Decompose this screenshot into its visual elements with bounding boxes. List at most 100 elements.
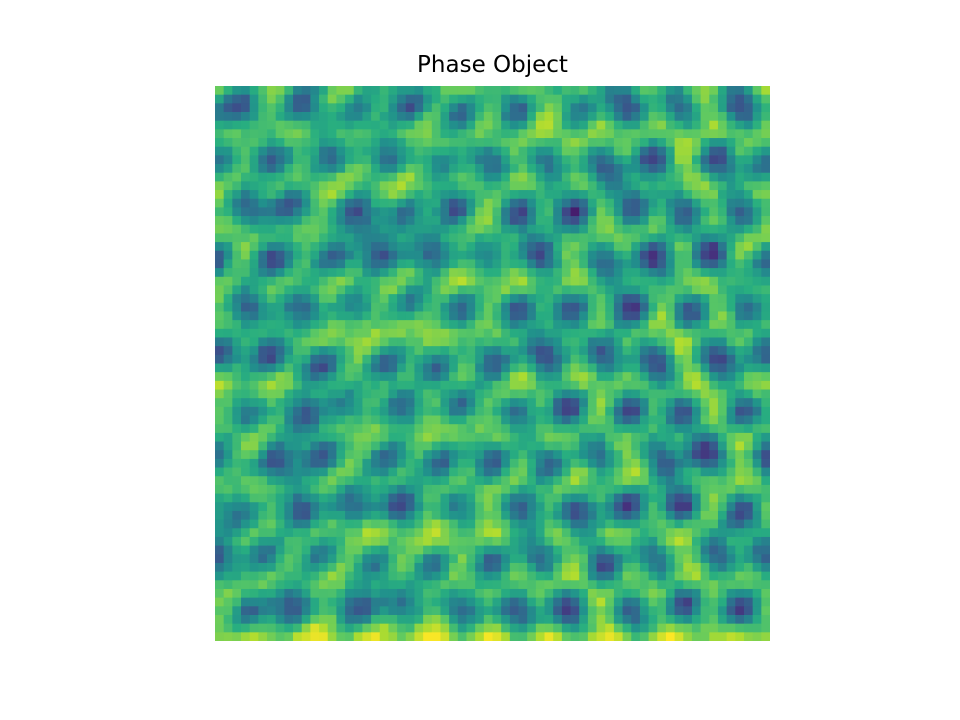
heatmap-cell [561,259,571,269]
heatmap-cell [544,276,554,286]
heatmap-cell [553,476,563,486]
heatmap-cell [561,458,571,468]
heatmap-cell [596,242,606,252]
heatmap-cell [561,389,571,399]
heatmap-cell [275,554,285,564]
heatmap-cell [267,172,277,182]
heatmap-cell [579,398,589,408]
heatmap-cell [735,476,745,486]
heatmap-cell [267,328,277,338]
heatmap-cell [223,120,233,130]
heatmap-cell [717,510,728,520]
heatmap-cell [657,86,667,96]
heatmap-cell [345,207,355,217]
heatmap-cell [544,580,554,590]
heatmap-cell [215,94,225,104]
heatmap-cell [631,484,641,494]
heatmap-cell [518,242,528,252]
heatmap-cell [423,554,433,564]
heatmap-cell [717,86,728,96]
heatmap-cell [319,623,329,633]
heatmap-cell [483,606,493,616]
heatmap-cell [388,207,398,217]
heatmap-cell [388,285,398,295]
heatmap-cell [293,164,303,174]
heatmap-cell [717,467,728,477]
heatmap-cell [345,545,355,555]
heatmap-cell [544,216,554,226]
heatmap-cell [579,467,589,477]
heatmap-cell [241,268,251,278]
heatmap-cell [353,233,363,243]
heatmap-cell [336,164,346,174]
heatmap-cell [570,311,580,321]
heatmap-cell [475,259,485,269]
heatmap-cell [561,432,571,442]
heatmap-cell [336,597,346,607]
heatmap-cell [570,337,580,347]
heatmap-cell [457,285,467,295]
heatmap-cell [683,450,693,460]
heatmap-cell [752,328,762,338]
heatmap-cell [613,164,623,174]
heatmap-cell [336,372,346,382]
heatmap-cell [509,450,519,460]
heatmap-cell [605,484,615,494]
heatmap-cell [553,571,563,581]
heatmap-cell [293,302,303,312]
heatmap-cell [501,103,511,113]
heatmap-cell [648,571,658,581]
heatmap-cell [561,207,571,217]
heatmap-cell [431,259,441,269]
heatmap-cell [466,406,476,416]
heatmap-cell [596,458,606,468]
heatmap-cell [700,346,710,356]
heatmap-cell [613,623,623,633]
heatmap-cell [622,562,632,573]
heatmap-cell [518,346,528,356]
heatmap-cell [223,172,233,182]
heatmap-cell [284,389,294,399]
heatmap-cell [518,406,528,416]
heatmap-cell [414,458,424,468]
heatmap-cell [310,328,320,338]
heatmap-cell [717,216,728,226]
heatmap-cell [284,250,294,260]
heatmap-cell [431,380,441,390]
heatmap-cell [345,346,355,356]
heatmap-cell [501,519,511,529]
heatmap-cell [709,398,719,408]
heatmap-cell [319,120,329,130]
heatmap-cell [327,502,337,512]
heatmap-cell [362,207,372,217]
heatmap-cell [579,389,589,399]
heatmap-cell [657,172,667,182]
heatmap-cell [336,138,346,148]
heatmap-cell [752,580,762,590]
heatmap-cell [483,588,493,599]
heatmap-cell [717,632,728,641]
heatmap-cell [665,406,676,416]
heatmap-cell [319,415,329,425]
heatmap-cell [345,458,355,468]
heatmap-cell [379,510,389,520]
heatmap-cell [700,242,710,252]
heatmap-cell [232,441,242,451]
heatmap-cell [735,294,745,304]
heatmap-cell [353,172,363,182]
heatmap-cell [613,406,623,416]
heatmap-cell [743,268,754,278]
heatmap-cell [518,571,528,581]
heatmap-cell [761,103,770,113]
heatmap-cell [509,415,519,425]
heatmap-cell [232,285,242,295]
heatmap-cell [371,519,381,529]
heatmap-cell [319,242,329,252]
heatmap-cell [258,94,268,104]
heatmap-cell [267,545,277,555]
heatmap-cell [397,216,407,226]
heatmap-cell [579,354,589,364]
heatmap-cell [492,155,502,165]
heatmap-cell [709,424,719,434]
heatmap-cell [570,562,580,573]
